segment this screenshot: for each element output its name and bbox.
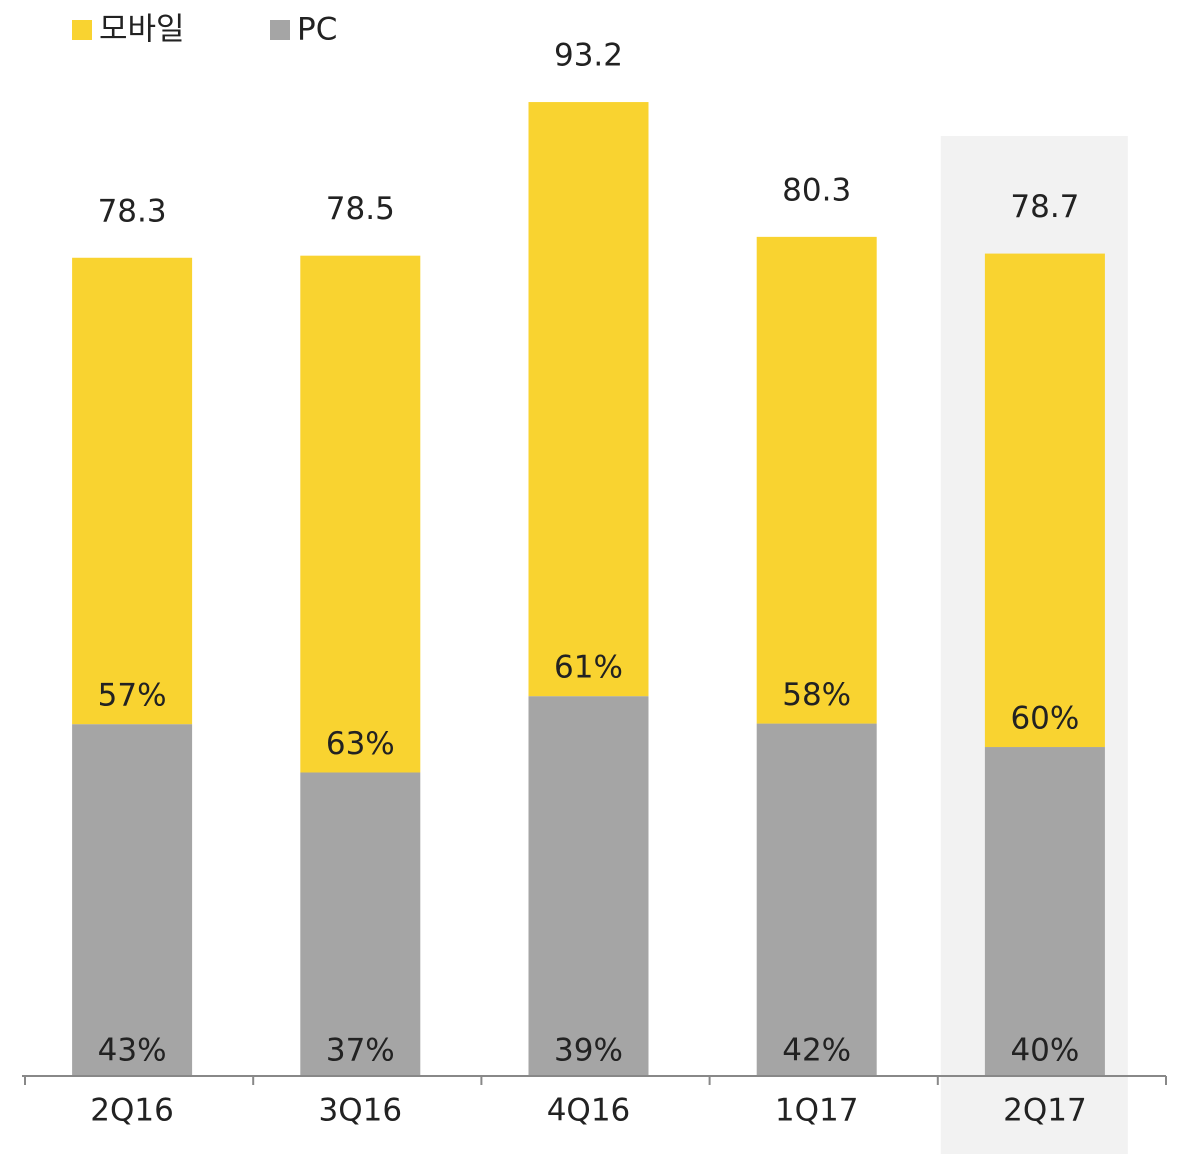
bar-segment <box>984 253 1105 748</box>
value-label: 57% <box>98 678 167 714</box>
bar-segment <box>300 255 421 773</box>
total-label: 78.3 <box>98 193 167 229</box>
x-tick-label: 1Q17 <box>775 1093 859 1129</box>
value-label: 60% <box>1010 701 1079 737</box>
total-label: 93.2 <box>554 38 623 74</box>
value-label: 39% <box>554 1033 623 1069</box>
legend-swatch <box>270 20 290 40</box>
value-label: 61% <box>554 650 623 686</box>
value-label: 40% <box>1010 1033 1079 1069</box>
legend-swatch <box>72 20 92 40</box>
value-label: 63% <box>326 726 395 762</box>
x-tick-label: 2Q17 <box>1003 1093 1087 1129</box>
total-label: 80.3 <box>782 172 851 208</box>
bar-segment <box>756 236 877 724</box>
bar-segment <box>528 696 649 1076</box>
bar-segment <box>72 257 193 725</box>
bar-segment <box>984 747 1105 1076</box>
value-label: 42% <box>782 1033 851 1069</box>
bar-segment <box>756 723 877 1076</box>
bar-segment <box>300 772 421 1076</box>
bar-segment <box>528 102 649 697</box>
legend-label: PC <box>297 12 337 48</box>
bar-segment <box>72 724 193 1076</box>
x-tick-label: 2Q16 <box>90 1093 174 1129</box>
total-label: 78.5 <box>326 191 395 227</box>
value-label: 37% <box>326 1033 395 1069</box>
x-tick-label: 4Q16 <box>547 1093 631 1129</box>
x-tick-label: 3Q16 <box>319 1093 403 1129</box>
total-label: 78.7 <box>1010 189 1079 225</box>
value-label: 43% <box>98 1033 167 1069</box>
legend-label: 모바일 <box>99 12 185 48</box>
value-label: 58% <box>782 677 851 713</box>
